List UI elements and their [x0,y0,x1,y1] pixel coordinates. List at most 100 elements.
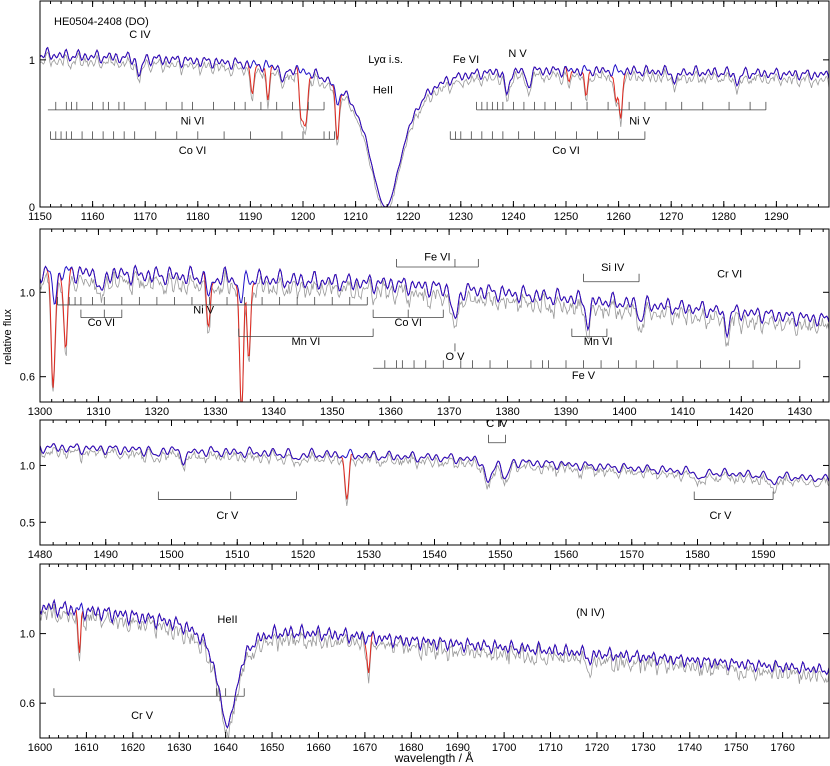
model-with-interstellar [40,46,829,207]
line-id-label: Fe V [572,370,596,382]
model-spectrum [40,598,829,729]
x-tick-label: 1260 [606,211,630,223]
line-id-label: C IV [486,418,508,430]
line-id-label: Co VI [179,145,207,157]
x-axis: 1300 1310 1320 1330 1340 1350 1360 1370 1380 1390… [28,229,824,418]
line-id-label: Co VI [394,317,422,329]
x-tick-label: 1550 [488,549,512,561]
x-tick-label: 1480 [28,549,52,561]
x-tick-label: 1210 [343,211,367,223]
line-id-label: HeII [373,85,393,97]
x-tick-label: 1160 [81,211,105,223]
panel-2: 1300 1310 1320 1330 1340 1350 1360 1370 1380 1390… [20,228,830,418]
y-tick-label: 1.0 [20,460,35,472]
x-axis: 1150 1160 1170 1180 1190 1200 1210 1220 1230 1240… [28,1,830,223]
x-tick-label: 1710 [538,742,562,754]
x-tick-label: 1700 [492,742,516,754]
model-spectrum [40,264,829,339]
line-ids: HeII (N IV) Cr V [53,607,605,722]
line-id-label: Ni VI [181,116,205,128]
x-tick-label: 1430 [788,406,812,418]
line-id-label: Co VI [552,145,580,157]
x-tick-label: 1660 [306,742,330,754]
x-tick-label: 1530 [357,549,381,561]
star-title: HE0504-2408 (DO) [54,16,149,28]
line-id-label: (N IV) [576,607,605,619]
spectra [40,443,829,506]
x-tick-label: 1380 [495,406,519,418]
x-tick-label: 1190 [239,211,263,223]
y-axis: 0.6 1.0 [20,287,829,384]
x-tick-label: 1490 [94,549,118,561]
x-tick-label: 1740 [678,742,702,754]
y-axis: 01 [29,55,829,214]
x-tick-label: 1230 [449,211,473,223]
y-tick-label: 1.0 [20,287,35,299]
x-tick-label: 1630 [167,742,191,754]
x-tick-label: 1420 [729,406,753,418]
panel-frame [39,563,830,739]
x-tick-label: 1310 [86,406,110,418]
model-spectrum [40,46,829,207]
x-tick-label: 1220 [396,211,420,223]
panel-4: 1600 1610 1620 1630 1640 1650 1660 1670 1680 1690… [20,563,830,754]
line-id-label: Ni V [629,116,650,128]
x-tick-label: 1760 [770,742,794,754]
y-tick-label: 0.5 [20,517,35,529]
x-tick-label: 1350 [320,406,344,418]
line-id-label: Ni V [193,304,214,316]
panels: 1150 1160 1170 1180 1190 1200 1210 1220 1230 1240… [20,0,830,754]
x-tick-label: 1610 [74,742,98,754]
line-id-label: Fe VI [424,252,450,264]
x-tick-label: 1150 [28,211,52,223]
y-axis-label: relative flux [2,309,14,365]
line-id-label: Co VI [88,317,116,329]
observed-spectrum [40,51,829,207]
y-tick-label: 0.6 [20,698,35,710]
x-tick-label: 1540 [422,549,446,561]
line-id-label: Cr V [710,510,733,522]
x-axis: 1480 1490 1500 1510 1520 1530 1540 1550 1560 1570… [28,420,830,561]
x-tick-label: 1510 [225,549,249,561]
x-tick-label: 1180 [186,211,210,223]
x-tick-label: 1730 [631,742,655,754]
x-tick-label: 1320 [145,406,169,418]
spectra [40,264,829,402]
line-id-label: Mn VI [292,336,321,348]
x-tick-label: 1250 [554,211,578,223]
model-spectrum [40,443,829,486]
spectra [40,46,829,207]
x-axis: 1600 1610 1620 1630 1640 1650 1660 1670 1680 1690… [28,564,830,754]
x-tick-label: 1370 [437,406,461,418]
x-tick-label: 1600 [28,742,52,754]
x-tick-label: 1390 [554,406,578,418]
y-tick-label: 0.6 [20,372,35,384]
x-tick-label: 1680 [399,742,423,754]
y-axis: 0.6 1.0 [20,629,829,710]
line-id-label: C IV [129,29,151,41]
line-id-label: N V [508,48,527,60]
panel-frame [39,0,830,208]
x-tick-label: 1270 [659,211,683,223]
line-ids: C IV Cr V Cr V [157,418,774,522]
observed-spectrum [40,445,829,506]
spectra [40,598,829,738]
line-id-label: Cr VI [717,269,742,281]
x-tick-label: 1240 [501,211,525,223]
line-id-label: Cr V [131,710,154,722]
line-id-label: Cr V [216,510,239,522]
x-tick-label: 1570 [620,549,644,561]
x-tick-label: 1200 [291,211,315,223]
x-tick-label: 1520 [291,549,315,561]
x-tick-label: 1330 [203,406,227,418]
line-id-label: Lyα i.s. [368,54,403,66]
x-tick-label: 1410 [671,406,695,418]
x-tick-label: 1690 [445,742,469,754]
x-tick-label: 1500 [159,549,183,561]
line-id-label: O V [445,351,465,363]
x-tick-label: 1590 [751,549,775,561]
panel-3: 1480 1490 1500 1510 1520 1530 1540 1550 1560 1570… [20,418,830,561]
x-tick-label: 1670 [353,742,377,754]
observed-spectrum [40,603,829,738]
